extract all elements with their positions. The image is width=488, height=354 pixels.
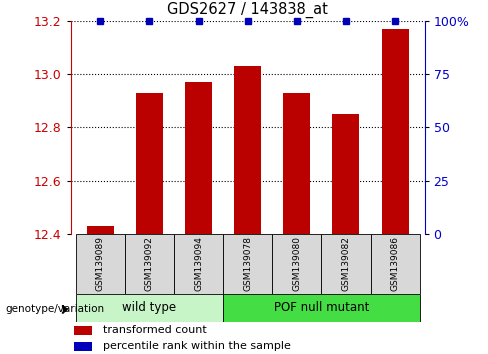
- Bar: [74, 326, 92, 335]
- Text: transformed count: transformed count: [102, 325, 206, 336]
- Bar: [234, 66, 261, 234]
- Bar: [136, 93, 163, 234]
- FancyBboxPatch shape: [223, 294, 420, 322]
- Text: GSM139092: GSM139092: [145, 236, 154, 291]
- FancyBboxPatch shape: [370, 234, 420, 294]
- Text: GSM139080: GSM139080: [292, 236, 301, 291]
- Bar: [382, 29, 408, 234]
- Bar: [87, 226, 114, 234]
- Text: GSM139086: GSM139086: [390, 236, 400, 291]
- Text: GSM139089: GSM139089: [96, 236, 105, 291]
- Bar: [332, 114, 360, 234]
- Bar: [185, 82, 212, 234]
- Text: GSM139094: GSM139094: [194, 236, 203, 291]
- FancyBboxPatch shape: [272, 234, 322, 294]
- Text: POF null mutant: POF null mutant: [274, 302, 369, 314]
- FancyBboxPatch shape: [76, 294, 223, 322]
- FancyBboxPatch shape: [76, 234, 125, 294]
- FancyBboxPatch shape: [125, 234, 174, 294]
- FancyBboxPatch shape: [174, 234, 223, 294]
- Title: GDS2627 / 143838_at: GDS2627 / 143838_at: [167, 2, 328, 18]
- Bar: [284, 93, 310, 234]
- Text: wild type: wild type: [122, 302, 177, 314]
- Text: percentile rank within the sample: percentile rank within the sample: [102, 341, 290, 352]
- Text: GSM139082: GSM139082: [342, 236, 350, 291]
- Text: GSM139078: GSM139078: [243, 236, 252, 291]
- Text: genotype/variation: genotype/variation: [5, 304, 104, 314]
- FancyBboxPatch shape: [223, 234, 272, 294]
- FancyBboxPatch shape: [322, 234, 370, 294]
- Bar: [74, 342, 92, 351]
